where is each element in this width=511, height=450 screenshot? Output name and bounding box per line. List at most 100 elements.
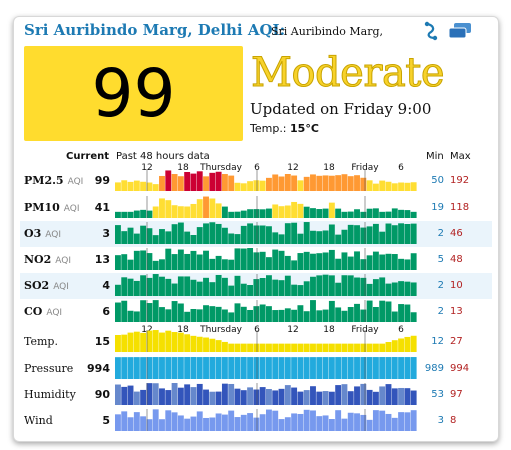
trend-bar <box>266 409 272 431</box>
trend-bar <box>240 390 247 405</box>
trend-bar <box>203 196 209 218</box>
trend-bar <box>203 357 209 379</box>
trend-bar <box>221 383 228 405</box>
trend-bar <box>140 332 147 352</box>
trend-bar <box>152 330 159 352</box>
row-max-value: 27 <box>450 336 463 347</box>
row-label[interactable]: Pressure <box>24 362 73 375</box>
trend-bar <box>266 275 272 296</box>
trend-bar <box>177 303 184 322</box>
trend-bar <box>341 343 348 352</box>
trend-bar <box>196 281 203 296</box>
trend-bar <box>127 227 134 244</box>
trend-bar <box>165 248 172 270</box>
row-min-value: 53 <box>431 389 444 400</box>
trend-bar <box>341 418 348 431</box>
row-label[interactable]: NO2 AQI <box>24 253 71 266</box>
trend-bar <box>322 274 329 296</box>
trend-chart-pressure[interactable] <box>115 357 417 379</box>
row-label[interactable]: PM10 AQI <box>24 201 80 214</box>
trend-bar <box>209 417 216 431</box>
trend-bar <box>322 208 329 218</box>
row-unit: AQI <box>63 204 80 214</box>
trend-bar <box>121 334 128 352</box>
trend-bar <box>115 211 121 218</box>
trend-bar <box>221 227 228 244</box>
trend-bar <box>171 383 178 405</box>
row-label[interactable]: O3 AQI <box>24 227 61 240</box>
trend-bar <box>240 248 247 270</box>
trend-bar <box>391 254 398 270</box>
trend-chart-wind[interactable] <box>115 409 417 431</box>
share-icon[interactable] <box>423 21 439 41</box>
row-unit: AQI <box>67 177 84 187</box>
trend-bar <box>203 389 209 405</box>
trend-chart-co[interactable] <box>115 300 417 322</box>
row-max-value: 8 <box>450 415 457 426</box>
trend-bar <box>259 304 266 322</box>
trend-bar <box>398 209 405 218</box>
trend-bar <box>190 173 197 191</box>
station-subtitle: Sri Auribindo Marg, <box>271 25 384 38</box>
trend-bar <box>171 224 178 244</box>
trend-bar <box>127 417 134 431</box>
trend-chart-o3[interactable] <box>115 222 417 244</box>
trend-bar <box>146 253 153 270</box>
trend-bar <box>146 330 153 352</box>
trend-bar <box>228 233 235 244</box>
trend-bar <box>297 180 304 191</box>
trend-chart-pm25[interactable] <box>115 169 417 191</box>
trend-bar <box>159 259 165 270</box>
trend-bar <box>190 235 197 244</box>
trend-bar <box>159 419 165 431</box>
trend-chart-no2[interactable] <box>115 248 417 270</box>
trend-chart-so2[interactable] <box>115 274 417 296</box>
trend-bar <box>253 389 260 405</box>
trend-bar <box>171 283 178 296</box>
trend-bar <box>398 412 405 431</box>
row-current-value: 5 <box>102 414 110 427</box>
window-stack-icon[interactable] <box>448 22 472 40</box>
trend-bar <box>247 343 254 352</box>
trend-bar <box>133 412 140 431</box>
row-current-value: 41 <box>94 201 110 214</box>
trend-bar <box>284 417 291 431</box>
trend-bar <box>341 384 348 405</box>
trend-chart-pm10[interactable] <box>115 196 417 218</box>
trend-bar <box>234 211 241 218</box>
axis-tick-label: 12 <box>141 163 153 173</box>
trend-bar <box>184 357 191 379</box>
row-max-value: 46 <box>450 228 463 239</box>
row-current-value: 6 <box>102 305 110 318</box>
trend-bar <box>291 343 298 352</box>
trend-bar <box>177 387 184 405</box>
trend-bar <box>228 285 235 296</box>
axis-tick-label: 12 <box>287 325 299 335</box>
trend-bar <box>410 410 417 431</box>
trend-bar <box>278 176 285 191</box>
trend-bar <box>360 259 367 270</box>
row-label[interactable]: Temp. <box>24 335 58 348</box>
trend-bar <box>234 234 241 244</box>
trend-chart-temp[interactable] <box>115 330 417 352</box>
row-label[interactable]: Humidity <box>24 388 76 401</box>
row-label[interactable]: Wind <box>24 414 53 427</box>
row-label[interactable]: SO2 AQI <box>24 279 69 292</box>
col-current-header: Current <box>66 151 110 162</box>
trend-bar <box>177 222 184 244</box>
trend-bar <box>328 300 335 322</box>
row-label[interactable]: PM2.5 AQI <box>24 174 83 187</box>
trend-bar <box>291 260 298 270</box>
trend-chart-humidity[interactable] <box>115 383 417 405</box>
trend-bar <box>266 226 272 244</box>
row-name: PM10 <box>24 201 60 214</box>
trend-bar <box>303 222 310 244</box>
trend-bar <box>190 250 197 270</box>
row-max-value: 13 <box>450 306 463 317</box>
trend-bar <box>171 357 178 379</box>
trend-bar <box>215 171 222 191</box>
row-label[interactable]: CO AQI <box>24 305 62 318</box>
station-title[interactable]: Sri Auribindo Marg, Delhi AQI: <box>24 21 286 39</box>
trend-bar <box>398 387 405 405</box>
trend-bar <box>404 259 411 270</box>
